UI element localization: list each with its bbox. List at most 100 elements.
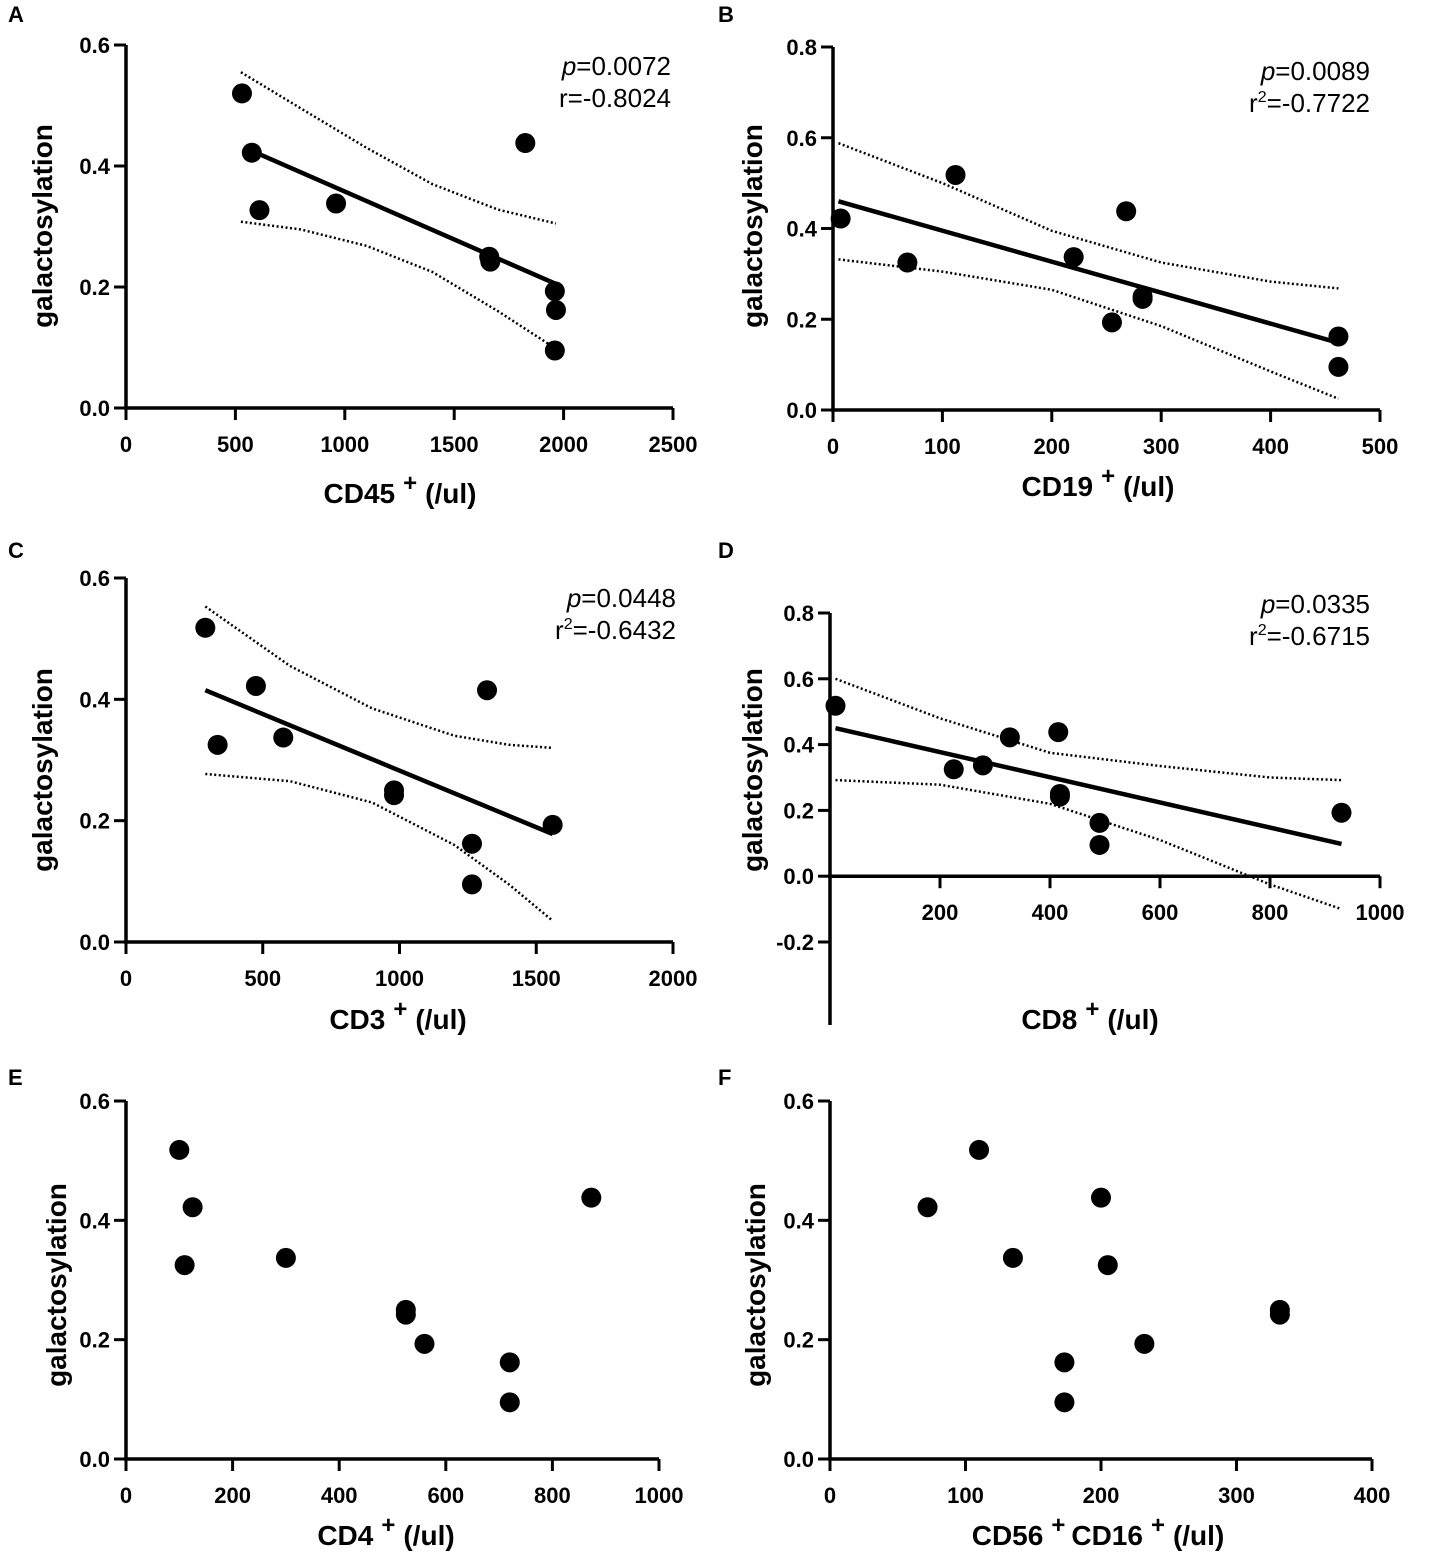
data-point (945, 164, 966, 185)
y-tick-label: 0.6 (79, 566, 110, 591)
x-tick-label: 400 (1252, 434, 1289, 459)
panel-a: A 0.0 0.2 0.4 0.6 0 500 1000 1500 2000 2500 galacto… (8, 2, 697, 509)
stat-r-sup: 2 (1258, 622, 1267, 639)
data-point (972, 755, 993, 776)
data-point (249, 200, 270, 221)
x-axis-label-main: CD8 (1021, 1004, 1077, 1035)
x-axis-label-sup-2: + (1151, 1512, 1165, 1539)
data-point (1089, 812, 1110, 833)
stat-r: r2=-0.7722 (1249, 88, 1370, 118)
x-tick-label: 0 (120, 432, 132, 457)
stat-r-label: r (559, 83, 568, 113)
stat-r-label: r (1249, 88, 1258, 118)
x-tick-label: 200 (1033, 434, 1070, 459)
x-tick-label: 500 (217, 432, 254, 457)
data-point (897, 252, 918, 273)
y-tick-label: 0.0 (783, 864, 814, 889)
data-point (830, 208, 851, 229)
ci-upper-band (240, 71, 557, 225)
x-tick-label: 1000 (375, 966, 424, 991)
y-tick-label: 0.2 (79, 809, 110, 834)
data-point (542, 814, 563, 835)
panel-letter: D (718, 538, 734, 563)
data-point (1328, 356, 1349, 377)
x-tick-label: 100 (947, 1483, 984, 1508)
data-point (1116, 201, 1137, 222)
panel-d: D -0.2 0.0 0.2 0.4 0.6 0.8 200 400 600 800 1000 gala… (718, 538, 1404, 1035)
x-tick-label: 1000 (320, 432, 369, 457)
y-axis-label: galactosylation (737, 668, 768, 872)
stat-p-label: p (1260, 56, 1275, 86)
panel-letter: B (718, 2, 734, 27)
y-tick-label: 0.0 (786, 398, 817, 423)
data-point (461, 833, 482, 854)
data-point (1269, 1304, 1290, 1325)
data-point (1089, 834, 1110, 855)
x-axis-label: CD19 + (/ul) (1022, 463, 1175, 502)
regression-line (834, 725, 1343, 847)
stat-r-value: =-0.6432 (573, 615, 676, 645)
data-point (499, 1352, 520, 1373)
stat-r-sup: 2 (1258, 89, 1267, 106)
x-tick-label: 800 (1252, 900, 1289, 925)
x-tick-label: 0 (120, 1483, 132, 1508)
panel-letter: F (718, 1065, 731, 1090)
regression-line (837, 199, 1340, 346)
data-point (581, 1187, 602, 1208)
y-axis-label: galactosylation (27, 668, 58, 872)
y-tick-label: 0.0 (783, 1447, 814, 1472)
x-tick-label: 200 (1083, 1483, 1120, 1508)
x-tick-label: 600 (427, 1483, 464, 1508)
data-point (395, 1304, 416, 1325)
x-axis-label-main: CD3 (329, 1004, 385, 1035)
panel-letter: E (8, 1065, 23, 1090)
x-tick-label: 1000 (635, 1483, 684, 1508)
data-point (207, 734, 228, 755)
x-axis-label-sup: + (381, 1512, 395, 1539)
x-tick-label: 600 (1142, 900, 1179, 925)
data-point (326, 193, 347, 214)
x-axis-label: CD3 + (/ul) (329, 996, 466, 1035)
stat-r-label: r (1249, 621, 1258, 651)
y-tick-label: 0.6 (783, 667, 814, 692)
data-point (969, 1139, 990, 1160)
y-tick-label: 0.0 (79, 930, 110, 955)
x-axis-label-sup: + (1085, 996, 1099, 1023)
data-point (1331, 802, 1352, 823)
x-tick-label: 400 (1032, 900, 1069, 925)
stat-p-label: p (1260, 589, 1275, 619)
panel-f: F 0.0 0.2 0.4 0.6 0 100 200 300 400 galactosylatio… (718, 1065, 1390, 1551)
y-tick-label: 0.6 (786, 126, 817, 151)
x-axis-label-sup: + (1051, 1512, 1065, 1539)
y-axis-label: galactosylation (41, 1183, 72, 1387)
x-axis-label-unit: (/ul) (1173, 1520, 1224, 1551)
ci-lower-band (240, 220, 557, 350)
ci-lower-band (838, 258, 1339, 400)
x-tick-label: 300 (1218, 1483, 1255, 1508)
x-axis-label: CD4 + (/ul) (317, 1512, 454, 1551)
x-tick-label: 2500 (649, 432, 698, 457)
stat-p-value: =0.0072 (576, 51, 671, 81)
y-tick-label: 0.8 (786, 35, 817, 60)
y-tick-label: 0.2 (786, 307, 817, 332)
data-point (169, 1139, 190, 1160)
x-axis-label-main: CD56 (972, 1520, 1044, 1551)
y-tick-label: 0.2 (783, 1328, 814, 1353)
x-tick-label: 100 (924, 434, 961, 459)
data-point (1134, 1333, 1155, 1354)
y-tick-label: 0.2 (79, 1328, 110, 1353)
y-tick-label: 0.0 (79, 1447, 110, 1472)
y-tick-label: 0.4 (783, 1208, 814, 1233)
x-tick-label: 1500 (512, 966, 561, 991)
data-point (477, 680, 498, 701)
x-tick-label: 500 (1362, 434, 1399, 459)
data-point (1049, 786, 1070, 807)
stat-r: r=-0.8024 (559, 83, 671, 113)
x-axis-label-unit: (/ul) (425, 478, 476, 509)
panel-c: C 0.0 0.2 0.4 0.6 0 500 1000 1500 2000 galactosyla… (8, 538, 697, 1035)
data-point (414, 1333, 435, 1354)
x-axis-label-unit: (/ul) (415, 1004, 466, 1035)
x-axis-label-unit: (/ul) (403, 1520, 454, 1551)
stat-r-label: r (555, 615, 564, 645)
stat-p: p=0.0089 (1260, 56, 1370, 86)
